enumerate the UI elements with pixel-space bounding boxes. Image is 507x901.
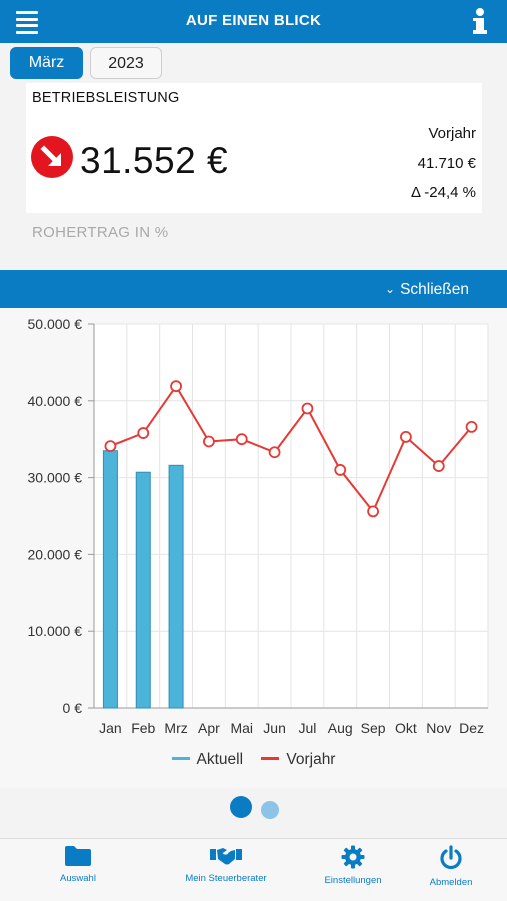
legend-label-current: Aktuell [196,751,244,768]
y-tick-label: 50.000 € [28,316,83,332]
legend-label-previous: Vorjahr [286,751,336,768]
point-vorjahr [137,427,150,439]
y-tick-label: 30.000 € [28,470,83,486]
previous-year-label: Vorjahr [428,125,476,142]
point-vorjahr [268,446,281,459]
point-vorjahr [301,402,314,415]
arrow-down-right-icon [31,136,73,178]
x-tick-label: Aug [328,720,353,736]
period-tabs: März 2023 [0,43,507,83]
page-title: AUF EINEN BLICK [185,12,322,29]
kpi-value: 31.552 € [80,140,229,181]
pager-dot-inactive[interactable] [261,801,279,819]
legend-swatch-current [171,757,190,760]
power-icon [440,845,462,870]
tab-month[interactable]: März [10,47,83,79]
x-tick-label: Mai [230,720,253,736]
info-icon[interactable] [473,8,487,36]
bar-aktuell [168,464,184,709]
close-label: Schließen [400,281,469,298]
delta-value: Δ -24,4 % [410,184,476,201]
folder-icon [65,846,91,866]
gear-icon [341,845,365,869]
nav-label-einstellungen: Einstellungen [324,875,382,886]
hamburger-menu-icon[interactable] [16,11,38,34]
legend-item-current[interactable]: Aktuell [171,751,244,769]
collapse-bar: ⌄ Schließen [0,270,507,308]
x-tick-label: Sep [361,720,386,736]
bottom-navigation: Auswahl Mein Steuerberater Einstellungen [0,838,507,901]
legend-swatch-previous [261,757,280,760]
x-tick-label: Jan [99,720,122,736]
point-vorjahr [432,460,445,472]
point-vorjahr [170,380,182,393]
y-tick-label: 40.000 € [28,393,83,409]
bar-aktuell [102,450,118,709]
point-vorjahr [400,430,412,443]
top-bar: AUF EINEN BLICK [0,0,507,43]
bar-aktuell [135,471,151,709]
point-vorjahr [203,435,215,448]
pager-dot-active[interactable] [230,796,252,818]
tab-year[interactable]: 2023 [90,47,162,79]
point-vorjahr [235,433,248,446]
revenue-chart: 0 € 10.000 € 20.000 € 30.000 € 40.000 € 50.00… [28,316,489,736]
legend-item-previous[interactable]: Vorjahr [261,751,335,769]
nav-label-abmelden: Abmelden [429,877,473,888]
point-vorjahr [367,505,379,518]
x-tick-label: Dez [459,720,484,736]
x-tick-label: Feb [131,720,155,736]
point-vorjahr [465,421,478,433]
nav-label-steuerberater: Mein Steuerberater [185,873,267,884]
nav-item-abmelden[interactable]: Abmelden [421,845,481,888]
x-tick-label: Apr [198,720,220,736]
nav-label-auswahl: Auswahl [60,873,96,884]
y-tick-label: 20.000 € [28,546,83,562]
x-tick-label: Okt [395,720,417,736]
y-tick-label: 10.000 € [28,623,83,639]
secondary-kpi-label[interactable]: ROHERTRAG IN % [32,224,169,241]
line-vorjahr [110,384,473,514]
chart-area: 0 € 10.000 € 20.000 € 30.000 € 40.000 € 50.00… [0,308,507,788]
previous-year-value: 41.710 € [417,155,476,172]
chart-legend: Aktuell Vorjahr [0,751,507,769]
x-tick-label: Jun [263,720,286,736]
handshake-icon [210,848,242,865]
close-button[interactable]: ⌄ Schließen [385,281,469,299]
chevron-down-icon: ⌄ [385,282,396,296]
nav-item-steuerberater[interactable]: Mein Steuerberater [176,845,276,884]
kpi-card[interactable]: BETRIEBSLEISTUNG 31.552 € Vorjahr 41.710… [26,83,482,213]
point-vorjahr [334,464,347,476]
x-tick-label: Nov [426,720,451,736]
nav-item-einstellungen[interactable]: Einstellungen [318,845,388,886]
y-tick-label: 0 € [63,700,83,716]
x-tick-label: Mrz [164,720,187,736]
point-vorjahr [104,440,117,453]
x-tick-label: Jul [298,720,316,736]
kpi-title: BETRIEBSLEISTUNG [32,90,180,106]
nav-item-auswahl[interactable]: Auswahl [53,845,103,884]
